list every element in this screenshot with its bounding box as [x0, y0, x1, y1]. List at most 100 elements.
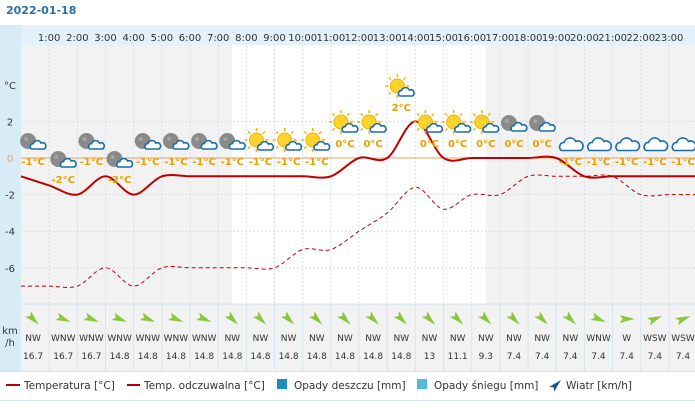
- cloud-shape: [313, 140, 331, 151]
- temperature-label: -2°C: [108, 175, 131, 186]
- hour-label: 9:00: [263, 33, 285, 44]
- arrow-shape: [674, 315, 691, 326]
- y-tick-label: 2: [7, 117, 13, 128]
- hour-label: 4:00: [122, 33, 144, 44]
- legend-rain-swatch: [277, 379, 287, 389]
- wind-arrow-icon: [478, 311, 492, 325]
- sun-cloud-icon: [441, 110, 472, 134]
- sun-ray: [403, 76, 407, 81]
- hour-label: 16:00: [457, 33, 486, 44]
- sun-ray: [247, 130, 251, 135]
- wind-speed: 7.4: [648, 352, 663, 362]
- sun-ray: [290, 130, 294, 135]
- cloud-shape: [285, 140, 303, 151]
- wind-direction: NW: [281, 334, 297, 344]
- moon-cloud-icon: [162, 133, 190, 150]
- wind-arrow-icon: [25, 311, 39, 325]
- arrow-shape: [167, 312, 184, 323]
- hour-label: 12:00: [345, 33, 374, 44]
- wind-unit-label: /h: [5, 338, 15, 349]
- wind-arrow-icon: [139, 312, 156, 323]
- legend-temperature-label: Temperatura [°C]: [23, 380, 115, 392]
- sun-shape: [474, 114, 490, 130]
- arrow-shape: [590, 312, 606, 323]
- sun-shape: [333, 114, 349, 130]
- temperature-line: [20, 120, 695, 196]
- cloud-icon: [587, 137, 613, 152]
- sun-ray: [303, 145, 307, 150]
- wind-speed: 14.8: [194, 352, 214, 362]
- night-band: [21, 45, 233, 304]
- wind-speed: 14.8: [279, 352, 299, 362]
- wind-arrow-icon: [365, 311, 379, 325]
- hour-label: 20:00: [570, 33, 599, 44]
- cloud-shape: [510, 121, 528, 132]
- wind-direction: W: [622, 334, 631, 344]
- wind-direction: WNW: [79, 334, 104, 344]
- arrow-shape: [224, 311, 238, 325]
- y-tick-label: 0: [7, 154, 13, 165]
- cloud-icon: [671, 137, 695, 152]
- temperature-label: 2°C: [392, 103, 411, 114]
- arrow-shape: [421, 311, 436, 325]
- wind-arrow-icon: [393, 311, 407, 325]
- moon-cloud-icon: [50, 151, 77, 168]
- arrow-shape: [55, 312, 71, 323]
- wind-speed: 9.3: [479, 352, 493, 362]
- hour-label: 21:00: [598, 33, 627, 44]
- moon-crater: [223, 137, 228, 141]
- arrow-shape: [619, 315, 635, 323]
- sun-ray: [472, 112, 476, 117]
- temperature-label: -1°C: [559, 157, 582, 168]
- sun-ray: [275, 130, 279, 135]
- wind-direction: WNW: [107, 334, 132, 344]
- chart-legend: [0, 371, 695, 401]
- cloud-shape: [116, 157, 134, 168]
- wind-speed: 14.8: [307, 352, 327, 362]
- wind-arrow-icon: [506, 311, 520, 325]
- arrow-shape: [449, 311, 464, 325]
- hour-label: 5:00: [151, 33, 173, 44]
- wind-direction: WNW: [164, 334, 189, 344]
- hour-label: 17:00: [485, 33, 514, 44]
- wind-direction: NW: [224, 334, 240, 344]
- moon-crater: [54, 155, 59, 159]
- sun-ray: [487, 112, 491, 117]
- moon-crater: [24, 137, 29, 141]
- wind-arrow-icon: [337, 311, 351, 325]
- wind-arrow-icon: [111, 312, 127, 323]
- sun-ray: [318, 130, 322, 135]
- wind-arrow-icon: [534, 311, 548, 325]
- wind-direction: WNW: [586, 334, 611, 344]
- sun-cloud-icon: [328, 110, 359, 134]
- feels-like-line: [21, 174, 695, 288]
- sun-ray: [444, 127, 448, 132]
- sun-ray: [262, 130, 266, 135]
- wind-speed: 14.8: [166, 352, 186, 362]
- wind-arrow-icon: [590, 312, 606, 323]
- wind-arrow-icon: [619, 315, 635, 323]
- wind-arrow-icon: [55, 312, 71, 323]
- arrow-shape: [478, 311, 492, 325]
- wind-speed: 14.8: [110, 352, 130, 362]
- wind-speed: 7.4: [619, 352, 634, 362]
- hour-label: 1:00: [38, 33, 60, 44]
- arrow-shape: [309, 311, 323, 325]
- moon-cloud-icon: [106, 151, 134, 168]
- arrow-shape: [365, 311, 379, 325]
- legend-feels-like-label: Temp. odczuwalna [°C]: [143, 380, 265, 392]
- sun-shape: [389, 78, 405, 94]
- sun-cloud-icon: [357, 110, 387, 134]
- temperature-label: -1°C: [643, 157, 666, 168]
- wind-speed: 7.4: [591, 352, 606, 362]
- arrow-shape: [25, 311, 39, 325]
- cloud-shape: [369, 122, 387, 133]
- sun-ray: [416, 127, 420, 132]
- arrow-shape: [196, 312, 212, 323]
- wind-speed: 14.8: [138, 352, 158, 362]
- hour-label: 10:00: [288, 33, 317, 44]
- hour-label: 6:00: [179, 33, 201, 44]
- cloud-shape: [558, 137, 584, 152]
- wind-speed: 14.8: [363, 352, 383, 362]
